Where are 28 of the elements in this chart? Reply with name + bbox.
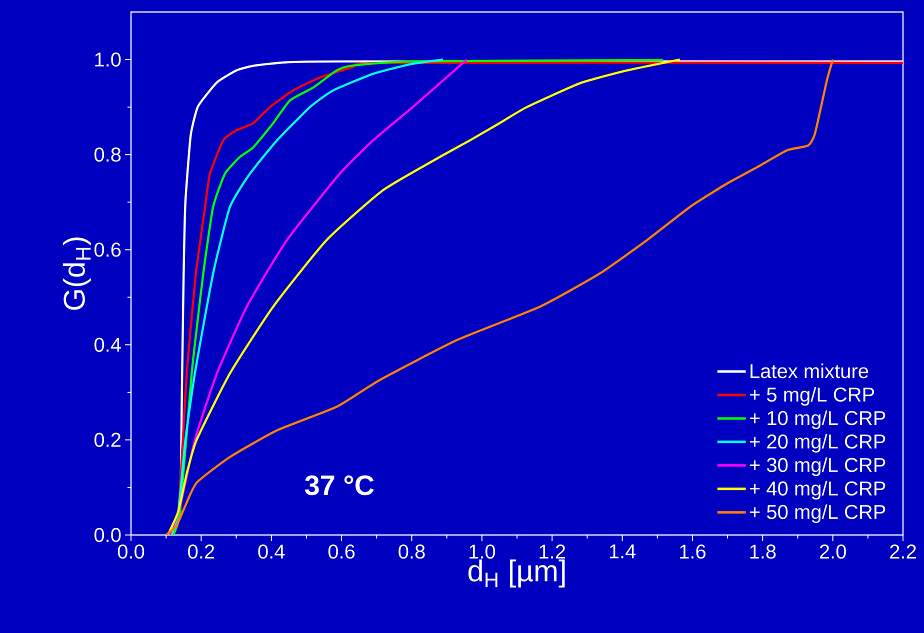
y-axis-title: G(d$_{H}$): [62, 238, 91, 310]
x-tick-label: 1.8: [750, 544, 776, 559]
y-tick-label: 0.6: [94, 242, 121, 257]
legend-label: + 5 mg/L CRP: [750, 386, 874, 406]
y-tick-label: 0.2: [94, 432, 120, 447]
annotation: 37 °C: [304, 475, 374, 496]
x-axis-title: d$_{H}$ [µm]: [468, 560, 565, 588]
y-tick-label: 0.0: [94, 528, 121, 542]
x-tick-label: 1.6: [680, 544, 706, 559]
legend-label: + 20 mg/L CRP: [750, 434, 886, 453]
legend-label: Latex mixture: [750, 364, 868, 378]
y-tick-label: 1.0: [95, 52, 121, 67]
legend-label: + 50 mg/L CRP: [750, 504, 886, 523]
x-tick-label: 2.2: [890, 544, 916, 558]
x-tick-label: 1.2: [540, 544, 566, 558]
x-tick-label: 1.4: [610, 544, 636, 558]
x-tick-label: 1.0: [470, 544, 496, 559]
legend-label: + 30 mg/L CRP: [750, 457, 886, 476]
x-tick-label: 0.0: [118, 544, 144, 559]
x-tick-label: 2.0: [820, 544, 846, 559]
x-tick-label: 0.6: [328, 544, 355, 559]
y-tick-label: 0.8: [94, 148, 121, 162]
y-tick-label: 0.4: [94, 338, 121, 352]
legend-label: + 40 mg/L CRP: [750, 480, 886, 500]
x-tick-label: 0.4: [258, 544, 285, 559]
legend-label: + 10 mg/L CRP: [750, 410, 886, 430]
x-tick-label: 0.2: [188, 544, 214, 559]
x-tick-label: 0.8: [398, 544, 425, 559]
